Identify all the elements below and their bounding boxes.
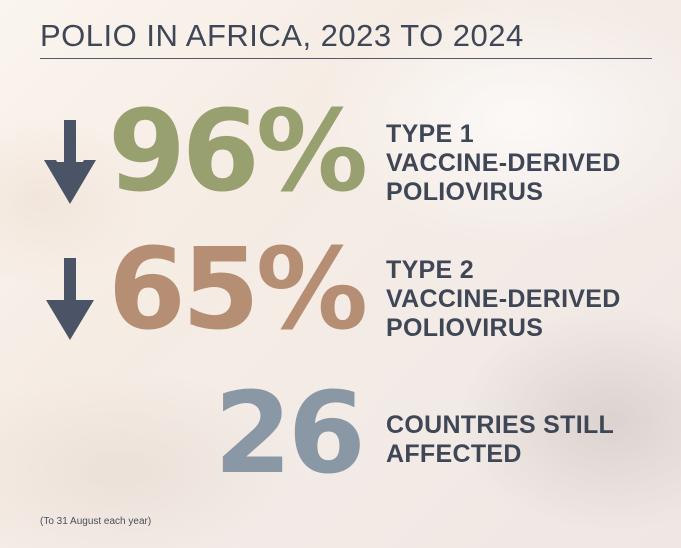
label-line: TYPE 2: [386, 256, 474, 284]
label-line: AFFECTED: [386, 440, 522, 468]
down-arrow-icon: [44, 120, 96, 204]
footnote: (To 31 August each year): [40, 516, 152, 527]
stat-type1-value: 96%: [108, 87, 368, 217]
stat-countries-label: COUNTRIES STILL AFFECTED: [386, 411, 614, 469]
stat-type2-value: 65%: [108, 225, 368, 355]
down-arrow-icon: [46, 258, 94, 340]
label-line: VACCINE-DERIVED: [386, 285, 621, 313]
page-title: POLIO IN AFRICA, 2023 TO 2024: [40, 18, 524, 53]
label-line: TYPE 1: [386, 120, 474, 148]
stat-type1-label: TYPE 1 VACCINE-DERIVED POLIOVIRUS: [386, 120, 621, 207]
label-line: COUNTRIES STILL: [386, 411, 615, 439]
stat-type2-label: TYPE 2 VACCINE-DERIVED POLIOVIRUS: [386, 256, 621, 343]
label-line: POLIOVIRUS: [386, 178, 544, 206]
stat-countries-value: 26: [214, 369, 366, 499]
title-divider: [40, 58, 652, 59]
label-line: POLIOVIRUS: [386, 314, 544, 342]
label-line: VACCINE-DERIVED: [386, 149, 621, 177]
